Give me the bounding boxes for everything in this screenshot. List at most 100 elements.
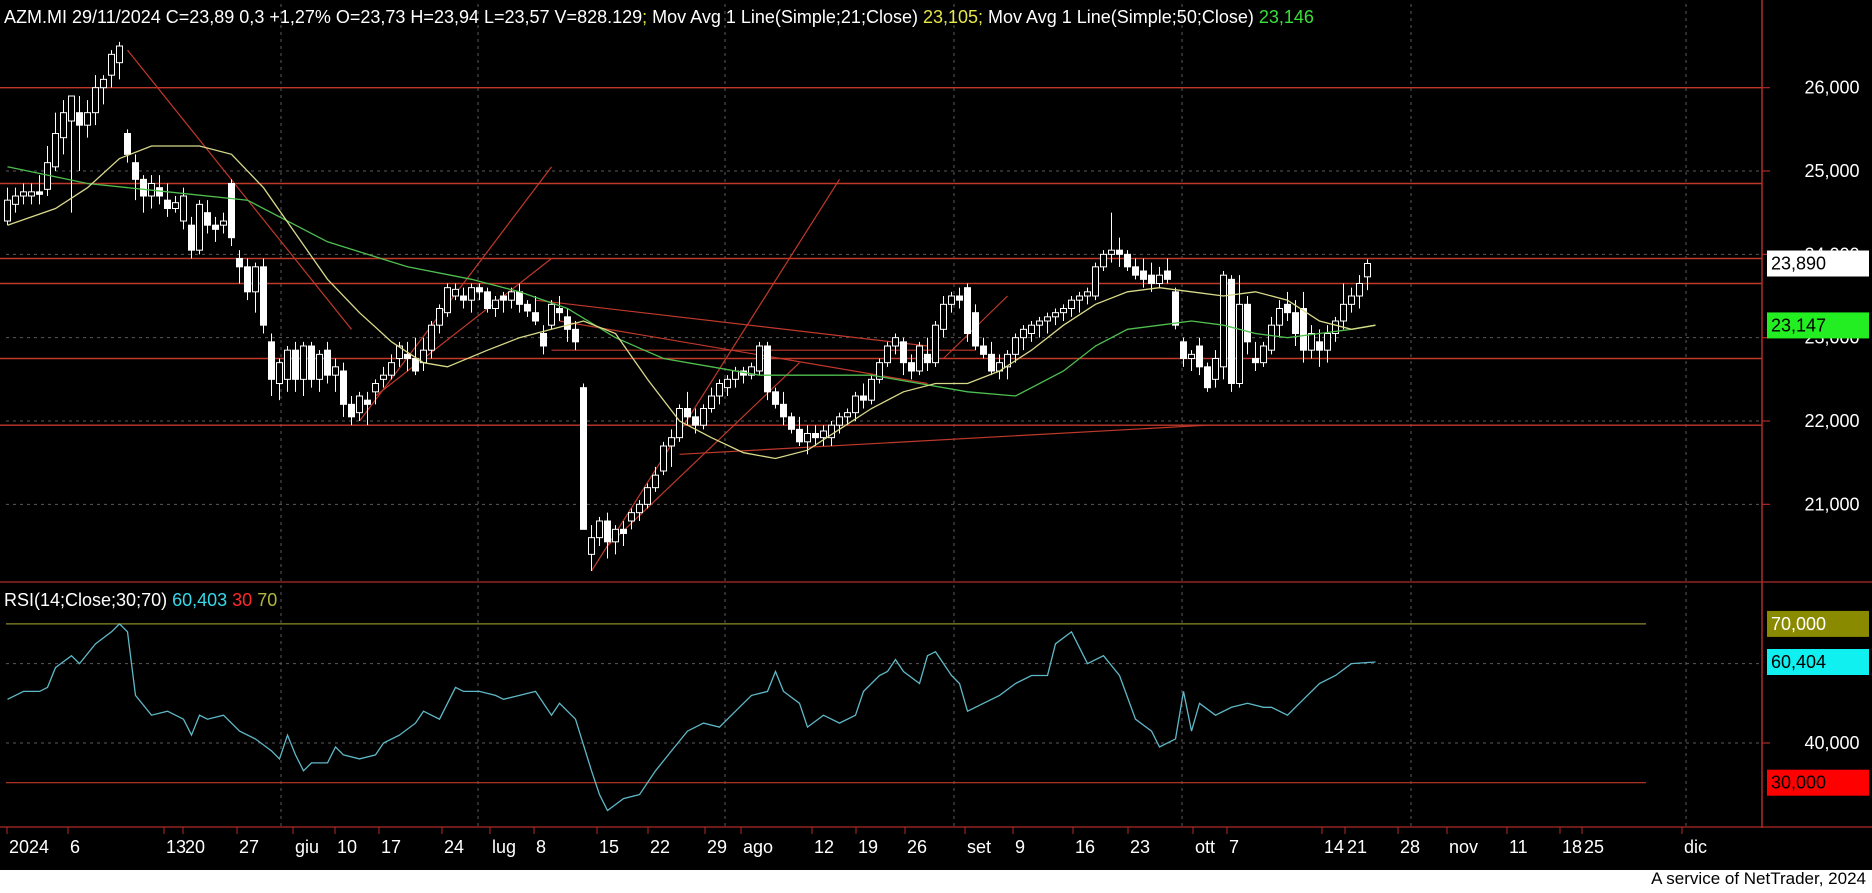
candle: [132, 154, 139, 201]
candle: [452, 283, 459, 301]
rsi-y-tick-label: 40,000: [1804, 733, 1859, 753]
candle-body-down: [684, 408, 691, 418]
candle: [172, 196, 179, 213]
candle: [116, 41, 123, 80]
candle-body-up: [948, 295, 955, 305]
x-tick-label: ott: [1195, 837, 1215, 857]
candle: [92, 75, 99, 126]
candle: [1156, 266, 1163, 288]
candle: [828, 421, 835, 446]
x-tick-label: 7: [1229, 837, 1239, 857]
candle-body-down: [324, 349, 331, 376]
candle-body-up: [1100, 253, 1107, 268]
rsi-30-tag-box: [1767, 769, 1869, 796]
candle: [20, 183, 27, 205]
candle: [428, 321, 435, 359]
x-tick-label: 2024: [9, 837, 49, 857]
candle-body-down: [1132, 266, 1139, 276]
candle: [1292, 300, 1299, 347]
candle-body-down: [620, 528, 627, 534]
candle-body-up: [916, 345, 923, 372]
candle: [540, 325, 547, 355]
candle-body-down: [1148, 274, 1155, 285]
candle: [852, 391, 859, 421]
candle-body-up: [868, 378, 875, 401]
candle: [620, 520, 627, 546]
candle: [1284, 291, 1291, 322]
candle: [1164, 258, 1171, 284]
candle-body-down: [540, 333, 547, 347]
candle-body-down: [188, 224, 195, 251]
reference-lines-layer: [0, 49, 1762, 572]
ma-value-tag: 23,147: [1767, 312, 1869, 339]
candle-body-up: [60, 112, 67, 139]
candle-body-up: [1092, 266, 1099, 297]
trendline: [590, 179, 841, 572]
candle: [956, 287, 963, 309]
candle: [756, 341, 763, 376]
candle: [524, 300, 531, 317]
candle-body-down: [412, 358, 419, 372]
candle: [1092, 262, 1099, 301]
candle: [284, 346, 291, 392]
candle: [1348, 287, 1355, 313]
candle: [788, 412, 795, 434]
x-tick-label: 10: [337, 837, 357, 857]
candle: [68, 95, 75, 213]
candle-body-up: [444, 287, 451, 314]
candle: [644, 483, 651, 509]
candle-body-down: [1196, 345, 1203, 368]
candle-body-down: [164, 199, 171, 210]
candle-body-up: [836, 416, 843, 426]
candle-body-up: [508, 291, 515, 301]
candle-body-down: [1252, 358, 1259, 364]
x-tick-label: 8: [536, 837, 546, 857]
candle-body-up: [1084, 291, 1091, 297]
candle-body-up: [636, 503, 643, 514]
candle-body-up: [468, 287, 475, 301]
candle: [572, 321, 579, 351]
candle-body-up: [172, 202, 179, 210]
candle-body-down: [1180, 341, 1187, 360]
candle: [972, 304, 979, 351]
candle-body-down: [308, 345, 315, 380]
candle-body-down: [1292, 312, 1299, 335]
candle: [180, 187, 187, 230]
candle: [748, 362, 755, 380]
candle: [396, 341, 403, 367]
candle-body-up: [1052, 312, 1059, 318]
candle: [1316, 329, 1323, 367]
candle: [492, 296, 499, 317]
candle: [28, 183, 35, 205]
candle: [532, 296, 539, 326]
candle-body-down: [788, 416, 795, 430]
candle-body-up: [1268, 324, 1275, 351]
moving-average-layer: [7, 145, 1376, 460]
candle-body-up: [108, 53, 115, 76]
candle: [1204, 362, 1211, 392]
candle-body-down: [1172, 291, 1179, 326]
candle: [108, 50, 115, 88]
candle-body-up: [716, 383, 723, 397]
candle-body-down: [460, 295, 467, 301]
candle: [332, 358, 339, 392]
candle: [228, 179, 235, 247]
close-price-tag: 23,890: [1767, 250, 1869, 277]
candle: [1052, 308, 1059, 326]
candle: [668, 429, 675, 467]
candle-body-up: [852, 395, 859, 414]
candle-body-down: [1284, 303, 1291, 314]
candle: [444, 283, 451, 317]
candle-body-down: [204, 212, 211, 226]
candle-body-down: [812, 432, 819, 439]
candle-body-up: [220, 220, 227, 226]
candle: [84, 100, 91, 138]
candle: [916, 341, 923, 376]
candle: [884, 341, 891, 367]
candle: [1148, 262, 1155, 292]
candle: [1196, 337, 1203, 376]
ma21-line: [7, 145, 1376, 460]
x-tick-label: 29: [707, 837, 727, 857]
